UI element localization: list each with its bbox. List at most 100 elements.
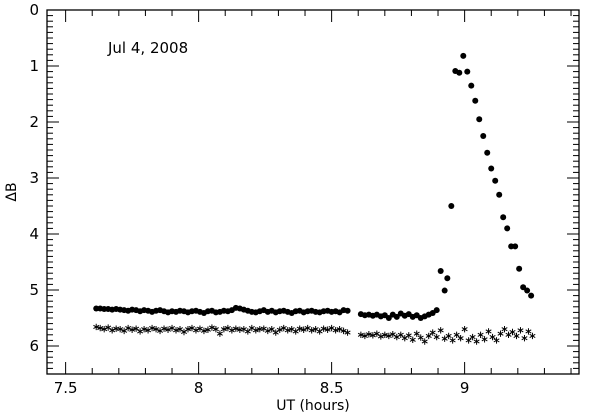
x-tick-label: 8.5 bbox=[320, 379, 344, 397]
circle-point bbox=[385, 315, 392, 321]
circle-point bbox=[500, 214, 507, 221]
star-point bbox=[220, 326, 227, 333]
y-tick-label: 2 bbox=[29, 113, 39, 131]
star-point bbox=[413, 330, 420, 337]
y-tick-label: 1 bbox=[29, 57, 39, 75]
circle-point bbox=[460, 52, 467, 59]
y-tick-label: 4 bbox=[29, 225, 39, 243]
data-points bbox=[93, 52, 536, 345]
star-point bbox=[212, 326, 219, 333]
star-point bbox=[292, 328, 299, 335]
star-point bbox=[357, 331, 364, 338]
star-point bbox=[461, 326, 468, 333]
circle-point bbox=[344, 307, 351, 314]
star-point bbox=[365, 331, 372, 338]
star-point bbox=[244, 328, 251, 335]
star-point bbox=[449, 337, 456, 344]
circle-point bbox=[456, 69, 463, 76]
star-point bbox=[316, 328, 323, 335]
star-point bbox=[465, 337, 472, 344]
star-point bbox=[521, 334, 528, 342]
star-point bbox=[228, 327, 235, 334]
x-tick-label: 7.5 bbox=[54, 379, 78, 397]
star-point bbox=[141, 326, 148, 333]
star-point bbox=[165, 326, 172, 333]
star-point bbox=[485, 328, 492, 335]
star-point bbox=[192, 327, 199, 334]
star-point bbox=[397, 331, 404, 338]
star-point bbox=[264, 327, 271, 335]
circle-point bbox=[488, 165, 495, 172]
circle-point bbox=[472, 97, 479, 104]
circle-point bbox=[393, 313, 400, 320]
star-point bbox=[361, 332, 368, 340]
star-point bbox=[296, 325, 303, 332]
axis-ticks bbox=[47, 9, 579, 375]
star-point bbox=[344, 329, 351, 336]
star-point bbox=[493, 337, 500, 344]
star-point bbox=[332, 327, 339, 334]
star-point bbox=[369, 332, 376, 339]
plot-frame bbox=[46, 9, 580, 375]
circle-point bbox=[444, 275, 451, 282]
star-point bbox=[200, 327, 207, 335]
circle-point bbox=[437, 267, 444, 274]
star-point bbox=[180, 328, 188, 336]
date-annotation: Jul 4, 2008 bbox=[107, 39, 188, 57]
star-point bbox=[385, 332, 392, 340]
star-point bbox=[93, 323, 100, 331]
y-tick-label: 0 bbox=[29, 1, 39, 19]
star-point bbox=[489, 333, 496, 341]
star-point bbox=[497, 330, 504, 337]
circle-point bbox=[480, 133, 487, 139]
star-point bbox=[453, 331, 460, 338]
star-point bbox=[336, 326, 343, 333]
star-point bbox=[477, 331, 484, 338]
star-point bbox=[409, 336, 416, 344]
circle-point bbox=[496, 191, 503, 198]
circle-point bbox=[441, 287, 448, 294]
star-point bbox=[276, 326, 283, 333]
y-axis-label: ΔB bbox=[4, 182, 20, 201]
star-point bbox=[300, 326, 307, 333]
circle-point bbox=[528, 292, 535, 299]
star-point bbox=[425, 332, 432, 340]
star-point bbox=[433, 333, 440, 341]
star-point bbox=[284, 327, 291, 334]
circle-point bbox=[433, 307, 440, 314]
star-point bbox=[252, 327, 259, 334]
star-point bbox=[393, 333, 400, 341]
star-point bbox=[109, 327, 116, 334]
star-point bbox=[208, 324, 215, 331]
x-axis-label: UT (hours) bbox=[276, 398, 350, 414]
star-point bbox=[445, 332, 452, 340]
star-point bbox=[513, 332, 520, 340]
star-point bbox=[149, 324, 156, 332]
star-point bbox=[457, 334, 464, 342]
star-point bbox=[117, 326, 124, 333]
star-point bbox=[421, 338, 428, 345]
star-point bbox=[437, 327, 444, 334]
circle-point bbox=[516, 265, 523, 272]
star-point bbox=[232, 325, 239, 332]
star-point bbox=[529, 332, 536, 340]
star-point bbox=[405, 332, 412, 339]
star-point bbox=[501, 326, 508, 333]
circle-point bbox=[448, 203, 455, 209]
star-point bbox=[320, 325, 327, 332]
star-point bbox=[184, 326, 192, 333]
star-point bbox=[308, 327, 315, 334]
circle-point bbox=[524, 287, 531, 294]
star-point bbox=[429, 329, 436, 336]
star-point bbox=[481, 336, 488, 343]
circle-point bbox=[464, 68, 471, 75]
star-point bbox=[525, 328, 532, 335]
circle-point bbox=[492, 177, 499, 184]
star-point bbox=[129, 326, 136, 333]
star-point bbox=[268, 326, 275, 333]
star-point bbox=[377, 333, 384, 340]
axis-tick-labels: 7.5 8 8.5 9 0 1 2 3 4 5 6 bbox=[29, 1, 469, 397]
x-tick-label: 9 bbox=[460, 379, 470, 397]
circle-point bbox=[512, 243, 519, 250]
